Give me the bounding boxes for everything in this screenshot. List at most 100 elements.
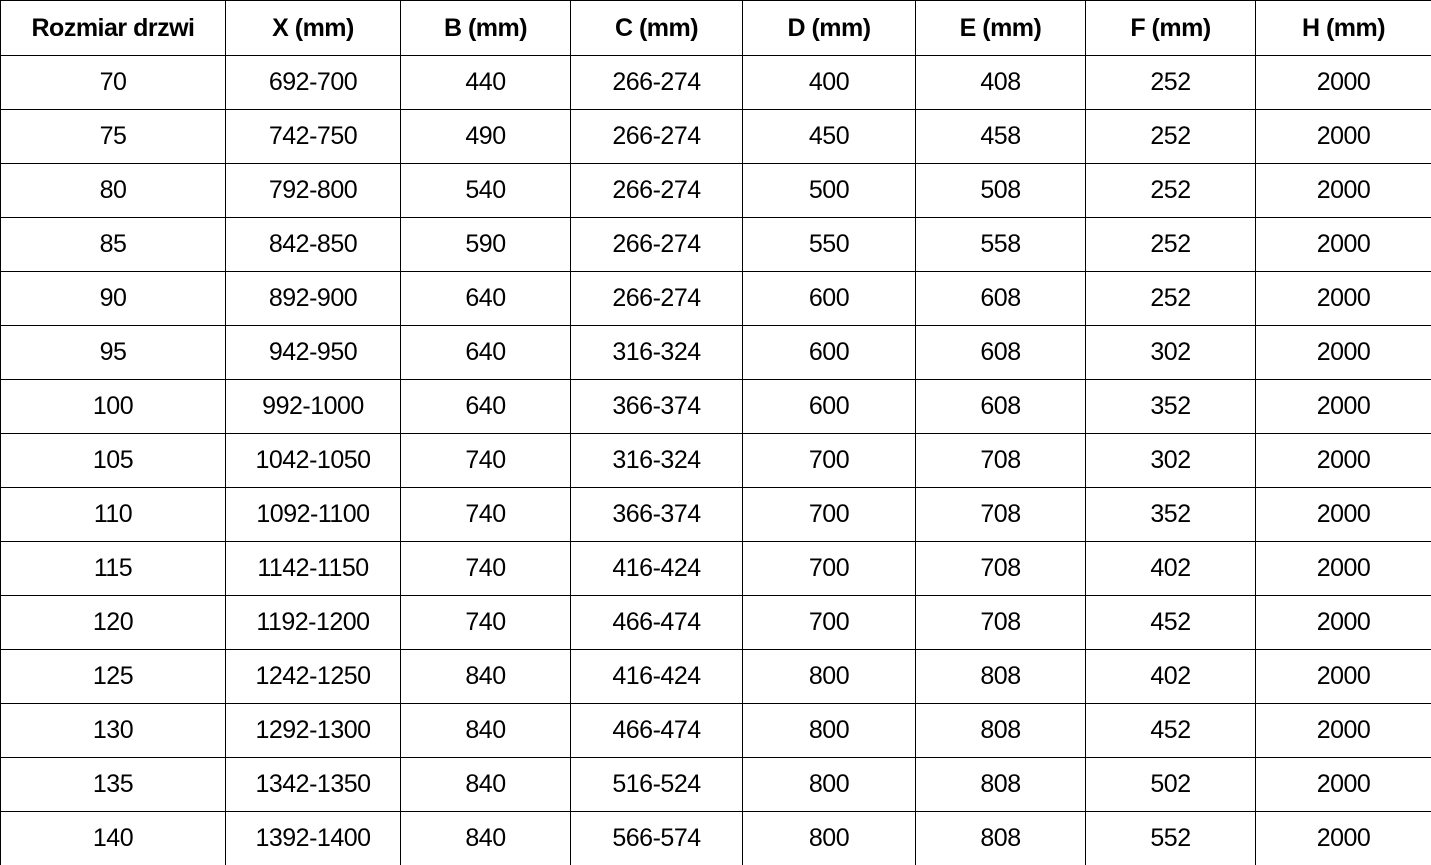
table-row: 95 942-950 640 316-324 600 608 302 2000 bbox=[0, 325, 1431, 380]
cell-dimension: 302 bbox=[1085, 433, 1256, 488]
cell-dimension: 266-274 bbox=[570, 217, 743, 272]
cell-dimension: 2000 bbox=[1255, 379, 1431, 434]
column-header-c-mm: C (mm) bbox=[570, 0, 743, 56]
cell-dimension: 540 bbox=[400, 163, 571, 218]
cell-dimension: 842-850 bbox=[225, 217, 401, 272]
cell-dimension: 740 bbox=[400, 595, 571, 650]
cell-dimension: 2000 bbox=[1255, 163, 1431, 218]
cell-dimension: 840 bbox=[400, 811, 571, 865]
cell-dimension: 508 bbox=[915, 163, 1086, 218]
cell-dimension: 466-474 bbox=[570, 703, 743, 758]
column-header-f-mm: F (mm) bbox=[1085, 0, 1256, 56]
cell-dimension: 740 bbox=[400, 487, 571, 542]
cell-dimension: 1142-1150 bbox=[225, 541, 401, 596]
cell-dimension: 1342-1350 bbox=[225, 757, 401, 812]
cell-dimension: 2000 bbox=[1255, 433, 1431, 488]
cell-door-size: 105 bbox=[0, 433, 226, 488]
cell-dimension: 692-700 bbox=[225, 55, 401, 110]
cell-door-size: 120 bbox=[0, 595, 226, 650]
cell-dimension: 808 bbox=[915, 811, 1086, 865]
cell-dimension: 416-424 bbox=[570, 541, 743, 596]
cell-dimension: 516-524 bbox=[570, 757, 743, 812]
cell-dimension: 708 bbox=[915, 433, 1086, 488]
cell-dimension: 792-800 bbox=[225, 163, 401, 218]
cell-dimension: 892-900 bbox=[225, 271, 401, 326]
cell-dimension: 366-374 bbox=[570, 487, 743, 542]
table-row: 110 1092-1100 740 366-374 700 708 352 2000 bbox=[0, 487, 1431, 542]
cell-dimension: 608 bbox=[915, 379, 1086, 434]
cell-dimension: 800 bbox=[742, 811, 916, 865]
cell-dimension: 2000 bbox=[1255, 811, 1431, 865]
table-row: 70 692-700 440 266-274 400 408 252 2000 bbox=[0, 55, 1431, 110]
cell-dimension: 600 bbox=[742, 271, 916, 326]
cell-dimension: 458 bbox=[915, 109, 1086, 164]
table-row: 120 1192-1200 740 466-474 700 708 452 2000 bbox=[0, 595, 1431, 650]
cell-dimension: 2000 bbox=[1255, 217, 1431, 272]
cell-dimension: 808 bbox=[915, 757, 1086, 812]
cell-door-size: 80 bbox=[0, 163, 226, 218]
table-row: 135 1342-1350 840 516-524 800 808 502 2000 bbox=[0, 757, 1431, 812]
cell-dimension: 2000 bbox=[1255, 595, 1431, 650]
cell-dimension: 708 bbox=[915, 487, 1086, 542]
cell-door-size: 75 bbox=[0, 109, 226, 164]
cell-door-size: 140 bbox=[0, 811, 226, 865]
cell-dimension: 590 bbox=[400, 217, 571, 272]
cell-dimension: 800 bbox=[742, 757, 916, 812]
column-header-d-mm: D (mm) bbox=[742, 0, 916, 56]
cell-dimension: 700 bbox=[742, 433, 916, 488]
table-row: 105 1042-1050 740 316-324 700 708 302 2000 bbox=[0, 433, 1431, 488]
cell-dimension: 452 bbox=[1085, 595, 1256, 650]
cell-dimension: 840 bbox=[400, 649, 571, 704]
cell-dimension: 1192-1200 bbox=[225, 595, 401, 650]
cell-dimension: 466-474 bbox=[570, 595, 743, 650]
cell-dimension: 740 bbox=[400, 541, 571, 596]
cell-dimension: 800 bbox=[742, 703, 916, 758]
cell-dimension: 252 bbox=[1085, 109, 1256, 164]
cell-dimension: 740 bbox=[400, 433, 571, 488]
cell-dimension: 452 bbox=[1085, 703, 1256, 758]
cell-dimension: 640 bbox=[400, 379, 571, 434]
cell-dimension: 252 bbox=[1085, 55, 1256, 110]
cell-dimension: 942-950 bbox=[225, 325, 401, 380]
cell-dimension: 2000 bbox=[1255, 649, 1431, 704]
cell-dimension: 400 bbox=[742, 55, 916, 110]
cell-dimension: 608 bbox=[915, 271, 1086, 326]
cell-dimension: 700 bbox=[742, 487, 916, 542]
cell-door-size: 125 bbox=[0, 649, 226, 704]
cell-door-size: 135 bbox=[0, 757, 226, 812]
cell-dimension: 440 bbox=[400, 55, 571, 110]
cell-dimension: 700 bbox=[742, 541, 916, 596]
cell-dimension: 1292-1300 bbox=[225, 703, 401, 758]
cell-dimension: 552 bbox=[1085, 811, 1256, 865]
column-header-h-mm: H (mm) bbox=[1255, 0, 1431, 56]
cell-dimension: 352 bbox=[1085, 487, 1256, 542]
cell-dimension: 266-274 bbox=[570, 271, 743, 326]
cell-dimension: 2000 bbox=[1255, 271, 1431, 326]
cell-dimension: 808 bbox=[915, 649, 1086, 704]
cell-dimension: 1092-1100 bbox=[225, 487, 401, 542]
column-header-rozmiar-drzwi: Rozmiar drzwi bbox=[0, 0, 226, 56]
table-row: 100 992-1000 640 366-374 600 608 352 2000 bbox=[0, 379, 1431, 434]
table-body: 70 692-700 440 266-274 400 408 252 2000 75 742-75… bbox=[0, 55, 1431, 865]
column-header-b-mm: B (mm) bbox=[400, 0, 571, 56]
cell-door-size: 90 bbox=[0, 271, 226, 326]
table-header-row: Rozmiar drzwi X (mm) B (mm) C (mm) D (mm… bbox=[0, 0, 1431, 56]
table-row: 140 1392-1400 840 566-574 800 808 552 2000 bbox=[0, 811, 1431, 865]
cell-dimension: 800 bbox=[742, 649, 916, 704]
cell-dimension: 1042-1050 bbox=[225, 433, 401, 488]
cell-dimension: 840 bbox=[400, 757, 571, 812]
cell-dimension: 2000 bbox=[1255, 487, 1431, 542]
cell-dimension: 566-574 bbox=[570, 811, 743, 865]
cell-dimension: 352 bbox=[1085, 379, 1256, 434]
cell-dimension: 550 bbox=[742, 217, 916, 272]
cell-dimension: 490 bbox=[400, 109, 571, 164]
table-row: 115 1142-1150 740 416-424 700 708 402 2000 bbox=[0, 541, 1431, 596]
cell-dimension: 266-274 bbox=[570, 55, 743, 110]
cell-dimension: 316-324 bbox=[570, 325, 743, 380]
cell-dimension: 558 bbox=[915, 217, 1086, 272]
table-row: 80 792-800 540 266-274 500 508 252 2000 bbox=[0, 163, 1431, 218]
cell-dimension: 2000 bbox=[1255, 325, 1431, 380]
cell-dimension: 2000 bbox=[1255, 703, 1431, 758]
cell-dimension: 700 bbox=[742, 595, 916, 650]
